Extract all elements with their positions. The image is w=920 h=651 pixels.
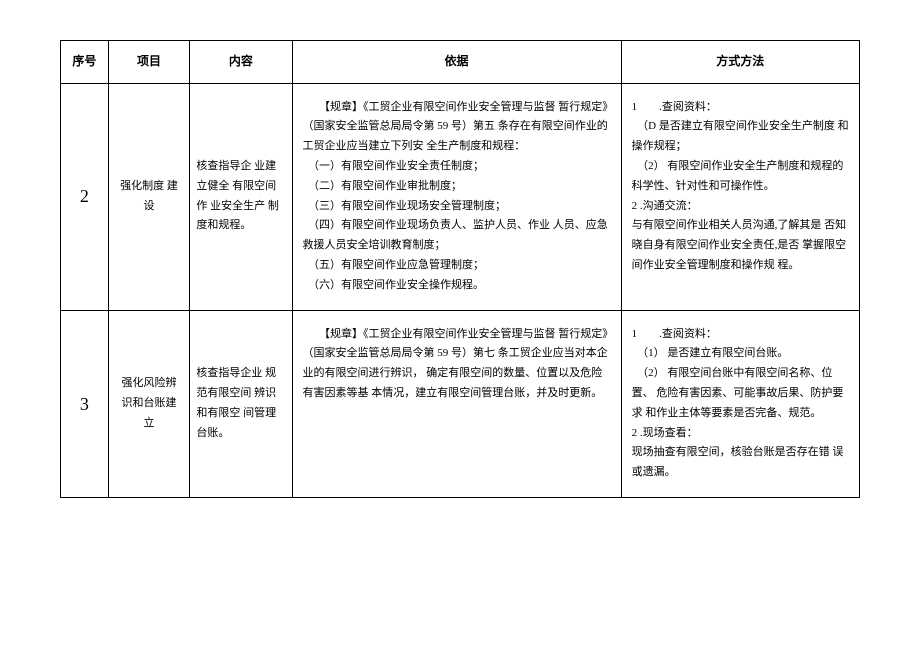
table-row: 2 强化制度 建设 核查指导企 业建立健全 有限空间作 业安全生产 制度和规程。… xyxy=(61,83,860,310)
cell-project: 强化风险辨 识和台账建 立 xyxy=(108,310,190,497)
cell-seq: 2 xyxy=(61,83,109,310)
table-row: 3 强化风险辨 识和台账建 立 核查指导企业 规范有限空间 辨识和有限空 间管理… xyxy=(61,310,860,497)
cell-method: 1 .查阅资料： （D 是否建立有限空间作业安全生产制度 和操作规程； （2） … xyxy=(621,83,859,310)
header-basis: 依据 xyxy=(292,41,621,84)
cell-seq: 3 xyxy=(61,310,109,497)
header-content: 内容 xyxy=(190,41,292,84)
header-project: 项目 xyxy=(108,41,190,84)
cell-basis: 【规章】《工贸企业有限空间作业安全管理与监督 暂行规定》（国家安全监管总局局令第… xyxy=(292,310,621,497)
regulation-table: 序号 项目 内容 依据 方式方法 2 强化制度 建设 核查指导企 业建立健全 有… xyxy=(60,40,860,498)
header-seq: 序号 xyxy=(61,41,109,84)
cell-project: 强化制度 建设 xyxy=(108,83,190,310)
cell-content: 核查指导企业 规范有限空间 辨识和有限空 间管理台账。 xyxy=(190,310,292,497)
cell-basis: 【规章】《工贸企业有限空间作业安全管理与监督 暂行规定》（国家安全监管总局局令第… xyxy=(292,83,621,310)
header-method: 方式方法 xyxy=(621,41,859,84)
table-header-row: 序号 项目 内容 依据 方式方法 xyxy=(61,41,860,84)
cell-content: 核查指导企 业建立健全 有限空间作 业安全生产 制度和规程。 xyxy=(190,83,292,310)
cell-method: 1 .查阅资料： （1） 是否建立有限空间台账。 （2） 有限空间台账中有限空间… xyxy=(621,310,859,497)
